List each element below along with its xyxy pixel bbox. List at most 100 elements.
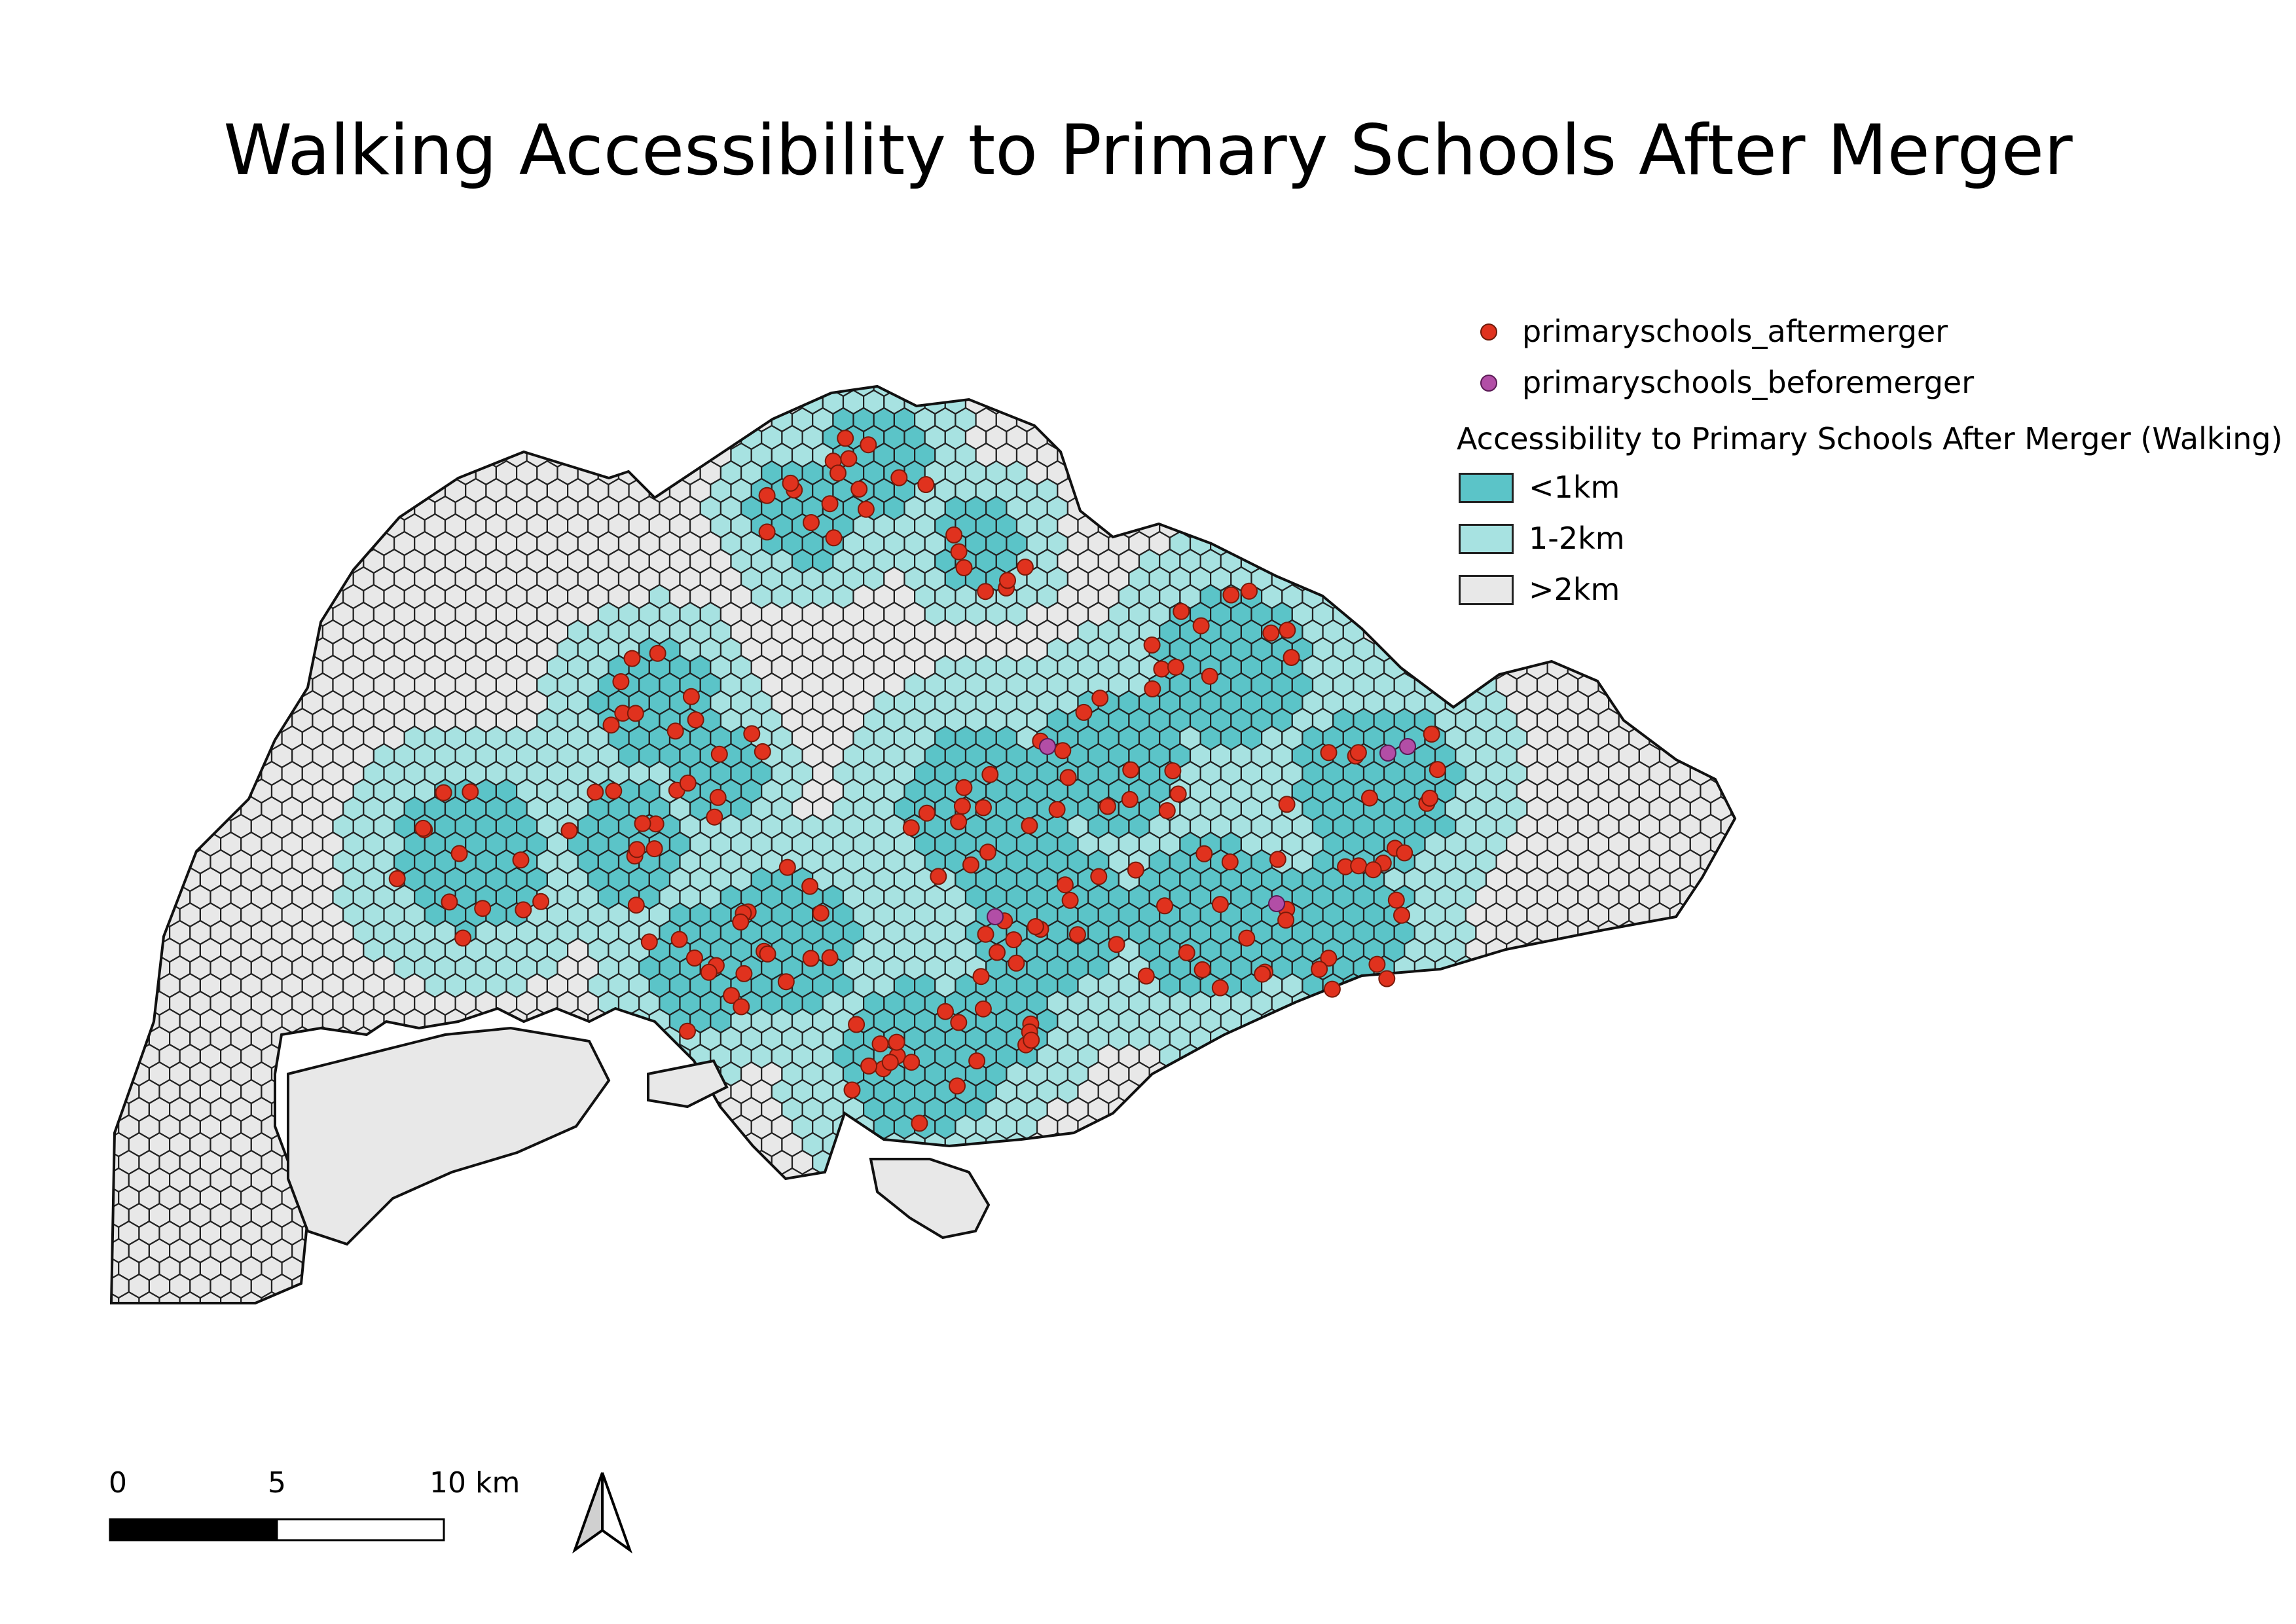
- hex-cell: [1567, 1149, 1589, 1175]
- school-after-merger-point: [758, 523, 776, 541]
- hex-cell: [1628, 1079, 1650, 1105]
- hex-cell: [373, 1238, 395, 1264]
- hex-cell: [689, 1114, 712, 1140]
- hex-cell: [220, 548, 242, 574]
- hex-cell: [189, 460, 211, 486]
- hex-cell: [852, 1220, 875, 1246]
- school-after-merger-point: [1222, 586, 1240, 604]
- hex-cell: [1475, 1238, 1497, 1264]
- hex-cell: [1281, 1008, 1303, 1034]
- hex-cell: [1036, 407, 1059, 433]
- hex-cell: [312, 460, 334, 486]
- hex-cell: [558, 355, 578, 378]
- hex-cell: [1546, 972, 1569, 999]
- hex-cell: [1608, 1220, 1630, 1246]
- hex-cell: [1577, 637, 1599, 663]
- hex-cell: [862, 1273, 885, 1299]
- hex-cell: [1342, 477, 1365, 504]
- hex-cell: [1434, 1202, 1457, 1228]
- hex-cell: [230, 424, 252, 451]
- hex-cell: [1332, 495, 1355, 521]
- hex-cell: [680, 355, 701, 378]
- hex-cell: [1567, 1220, 1589, 1246]
- hex-cell: [1271, 530, 1293, 557]
- school-after-merger-point: [860, 436, 877, 454]
- school-after-merger-point: [414, 819, 432, 837]
- hex-cell: [220, 619, 242, 645]
- hex-cell: [1373, 1238, 1395, 1264]
- hex-cell: [862, 1238, 885, 1264]
- hex-cell: [1353, 495, 1375, 521]
- hex-cell: [1230, 1273, 1252, 1299]
- school-after-merger-point: [977, 583, 994, 600]
- hex-cell: [1485, 1185, 1508, 1211]
- hex-cell: [485, 386, 507, 397]
- hex-cell: [1485, 1291, 1508, 1303]
- hex-cell: [1322, 1220, 1344, 1246]
- hex-cell: [1475, 990, 1497, 1016]
- hex-cell: [1638, 1061, 1661, 1087]
- school-after-merger-point: [1153, 660, 1171, 678]
- hex-cell: [750, 386, 773, 397]
- hex-cell: [1271, 460, 1293, 486]
- hex-cell: [1373, 1096, 1395, 1122]
- hex-cell: [88, 1027, 108, 1050]
- hex-cell: [1413, 601, 1436, 627]
- school-after-merger-point: [821, 495, 839, 513]
- hex-cell: [648, 1149, 671, 1175]
- hex-cell: [424, 1291, 446, 1303]
- hex-cell: [668, 1255, 691, 1282]
- school-after-merger-point: [1169, 785, 1187, 803]
- hex-cell: [1404, 1079, 1426, 1105]
- hex-cell: [1138, 1291, 1161, 1303]
- school-after-merger-point: [977, 925, 994, 943]
- hex-cell: [179, 583, 201, 610]
- hex-cell: [721, 355, 741, 378]
- hex-cell: [1066, 389, 1089, 415]
- hex-cell: [1199, 1220, 1222, 1246]
- hex-cell: [1230, 1061, 1252, 1087]
- hex-cell: [1577, 1238, 1599, 1264]
- hex-cell: [638, 1273, 661, 1299]
- hex-cell: [1169, 1167, 1192, 1193]
- hex-cell: [199, 407, 222, 433]
- hex-cell: [1150, 1310, 1170, 1333]
- hex-cell: [515, 424, 538, 451]
- hex-cell: [158, 619, 181, 645]
- hex-cell: [1281, 1079, 1303, 1105]
- school-after-merger-point: [735, 965, 753, 982]
- hex-cell: [220, 477, 242, 504]
- hex-cell: [1189, 424, 1212, 451]
- hex-cell: [158, 725, 181, 751]
- hex-cell: [1159, 1291, 1181, 1303]
- hex-cell: [1444, 654, 1467, 680]
- school-after-merger-point: [979, 843, 996, 861]
- hex-cell: [1190, 355, 1211, 378]
- hex-cell: [1066, 1202, 1089, 1228]
- hex-cell: [1230, 1167, 1252, 1193]
- hex-cell: [1546, 1114, 1569, 1140]
- hex-cell: [924, 1238, 946, 1264]
- hex-cell: [301, 513, 323, 539]
- hex-cell: [679, 1202, 701, 1228]
- hex-cell: [1638, 601, 1661, 627]
- hex-cell: [111, 477, 120, 504]
- hex-cell: [393, 460, 416, 486]
- hex-cell: [1628, 583, 1650, 610]
- hex-cell: [750, 1291, 773, 1303]
- hex-cell: [1434, 389, 1457, 415]
- hex-cell: [1311, 1273, 1334, 1299]
- hex-cell: [1700, 530, 1722, 557]
- hex-cell: [1658, 955, 1681, 981]
- hex-cell: [1066, 1238, 1089, 1264]
- hex-cell: [1383, 386, 1406, 397]
- hex-cell: [1658, 601, 1681, 627]
- hex-cell: [1066, 1273, 1089, 1299]
- hex-cell: [1444, 1079, 1467, 1105]
- hex-cell: [1311, 1167, 1334, 1193]
- legend-gt2km-swatch: [1459, 575, 1514, 605]
- hex-cell: [782, 1310, 802, 1333]
- hex-cell: [1088, 355, 1108, 378]
- hex-cell: [148, 813, 171, 840]
- hex-cell: [1169, 1202, 1192, 1228]
